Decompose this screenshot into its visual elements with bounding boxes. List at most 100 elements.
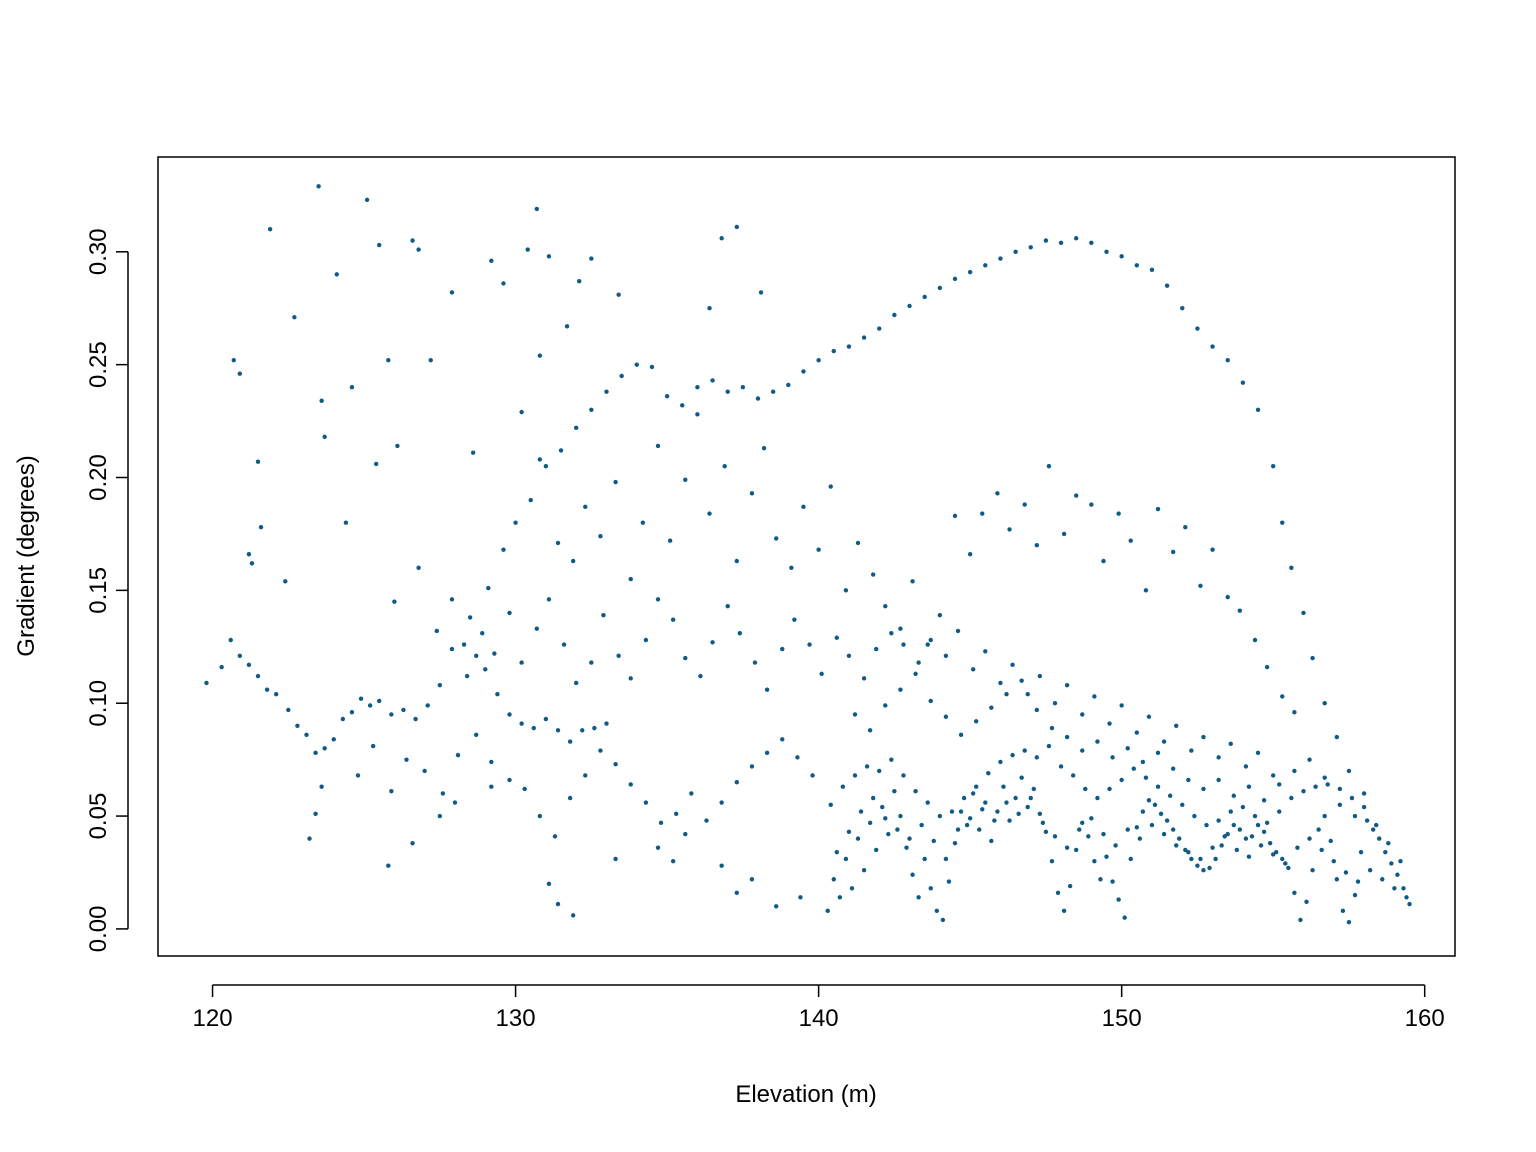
data-point [555, 540, 561, 546]
data-point [943, 714, 949, 719]
data-point [1310, 655, 1315, 661]
data-point [1252, 637, 1258, 643]
data-point [1325, 782, 1330, 787]
data-point [689, 791, 694, 796]
data-point [816, 357, 821, 363]
data-point [1080, 820, 1085, 826]
data-point [719, 863, 724, 868]
data-point [998, 256, 1003, 261]
data-point [1064, 734, 1070, 740]
data-point [589, 256, 594, 261]
data-point [1277, 809, 1282, 814]
data-point [861, 868, 867, 873]
data-point [1128, 856, 1133, 862]
data-point [1286, 865, 1291, 871]
data-point [367, 703, 373, 708]
data-point [1107, 721, 1112, 726]
data-point [807, 642, 812, 647]
data-point [522, 786, 527, 792]
data-point [483, 667, 488, 672]
data-point [1064, 845, 1070, 850]
data-point [852, 773, 858, 778]
data-point [1186, 849, 1191, 855]
data-point [998, 680, 1003, 686]
data-point [770, 389, 776, 394]
data-point [1237, 827, 1243, 832]
data-point [831, 348, 836, 354]
data-point [616, 653, 621, 659]
data-point [719, 236, 724, 241]
data-point [1052, 701, 1058, 706]
data-point [949, 809, 955, 814]
data-point [1280, 520, 1285, 525]
data-point [449, 646, 455, 652]
data-point [525, 247, 530, 252]
data-point [977, 827, 982, 832]
data-point [898, 687, 903, 692]
data-point [1246, 784, 1252, 789]
data-point [1304, 899, 1309, 905]
data-point [892, 789, 897, 794]
data-point [1210, 344, 1215, 349]
data-point [989, 705, 994, 710]
data-point [467, 615, 473, 620]
data-point [1258, 843, 1264, 848]
data-point [1092, 859, 1097, 864]
data-point [780, 737, 785, 742]
data-point [531, 725, 536, 731]
data-point [958, 809, 964, 814]
data-point [386, 863, 391, 868]
data-point [992, 818, 997, 823]
data-point [952, 840, 958, 846]
data-point [480, 631, 485, 636]
data-point [1283, 861, 1288, 866]
data-point [1264, 820, 1270, 826]
data-point [370, 743, 376, 749]
data-point [901, 773, 906, 778]
data-point [883, 603, 888, 609]
data-point [628, 576, 633, 582]
data-point [331, 737, 336, 742]
data-point [670, 859, 676, 864]
data-point [1107, 786, 1112, 792]
data-point [534, 626, 539, 631]
data-point [255, 673, 261, 679]
data-point [940, 917, 946, 923]
data-point [1307, 836, 1312, 841]
data-point [313, 811, 318, 817]
data-point [295, 723, 300, 728]
data-point [1001, 784, 1006, 789]
data-point [937, 285, 943, 291]
data-point [283, 579, 288, 584]
data-point [1067, 883, 1073, 889]
data-point [761, 445, 767, 451]
data-point [492, 651, 497, 656]
x-tick-label: 150 [1102, 1005, 1142, 1032]
data-point [1116, 511, 1121, 516]
data-point [877, 768, 882, 774]
data-point [437, 813, 443, 819]
data-point [752, 660, 758, 665]
data-point [613, 856, 618, 862]
data-point [1174, 843, 1179, 848]
data-point [1407, 901, 1412, 907]
data-point [1055, 890, 1061, 895]
data-point [967, 269, 973, 275]
data-point [1049, 859, 1055, 864]
data-point [998, 759, 1003, 765]
data-point [470, 450, 476, 455]
data-point [1043, 829, 1049, 835]
data-point [461, 642, 467, 647]
data-point [867, 820, 873, 826]
data-point [1143, 588, 1149, 593]
data-point [1125, 827, 1130, 832]
data-point [704, 818, 709, 823]
data-point [567, 795, 573, 801]
data-point [1289, 795, 1294, 801]
data-point [1104, 249, 1109, 254]
data-point [507, 712, 512, 717]
data-point [870, 795, 876, 801]
data-point [1264, 664, 1270, 670]
data-points [204, 184, 1412, 925]
data-point [264, 687, 270, 692]
